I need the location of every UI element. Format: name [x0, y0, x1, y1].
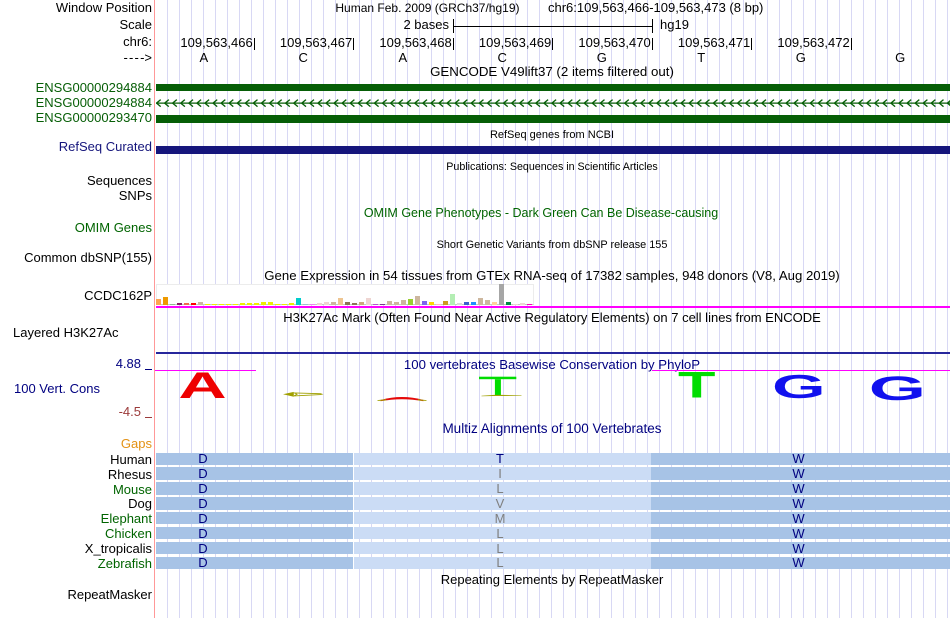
svg-text:G: G — [869, 369, 926, 407]
svg-text:A: A — [178, 365, 226, 407]
svg-text:G: G — [772, 368, 826, 405]
svg-text:T: T — [678, 364, 716, 406]
